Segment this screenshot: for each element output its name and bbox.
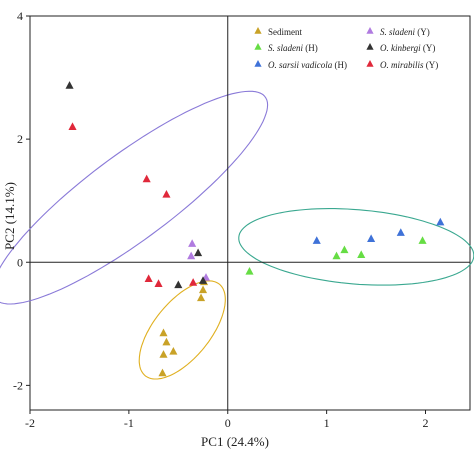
point-series-2 (396, 228, 405, 236)
point-series-5 (154, 279, 163, 287)
point-series-4 (174, 280, 183, 289)
point-series-2 (436, 217, 445, 226)
point-series-0 (158, 368, 167, 377)
point-series-3 (187, 251, 196, 260)
point-series-1 (357, 250, 366, 259)
point-series-5 (189, 278, 198, 286)
legend-marker-0 (254, 27, 262, 34)
legend-label-2: O. sarsii vadicola (H) (268, 60, 347, 70)
point-series-5 (144, 274, 153, 283)
point-series-0 (197, 293, 206, 302)
point-series-0 (159, 350, 168, 358)
legend-marker-5 (366, 60, 374, 67)
legend: Sediment S. sladeni (H) O. sarsii vadicola… (254, 27, 438, 70)
point-series-4 (194, 248, 203, 257)
point-series-1 (340, 245, 349, 254)
legend-label-0: Sediment (268, 27, 302, 37)
legend-marker-2 (254, 60, 262, 67)
x-tick-label: 0 (225, 416, 231, 430)
ellipse-orange-cluster (138, 280, 226, 380)
point-series-3 (188, 239, 197, 247)
plot-frame (29, 15, 471, 411)
x-tick-label: -1 (124, 416, 134, 430)
point-series-5 (68, 122, 77, 130)
point-series-5 (142, 174, 151, 183)
legend-label-1: S. sladeni (H) (268, 43, 318, 53)
point-series-0 (162, 337, 171, 346)
ellipse-purple-cluster (0, 90, 269, 305)
legend-marker-1 (254, 43, 262, 50)
ellipse-teal-cluster (238, 208, 474, 286)
point-series-1 (245, 266, 254, 275)
x-tick-label: 1 (324, 416, 330, 430)
y-tick-label: 4 (17, 9, 23, 23)
x-axis-title: PC1 (24.4%) (201, 434, 269, 449)
point-series-2 (367, 234, 376, 243)
legend-marker-3 (366, 27, 374, 34)
point-series-1 (418, 236, 427, 244)
x-tick-label: -2 (25, 416, 35, 430)
point-series-2 (312, 236, 321, 244)
y-tick-label: 0 (17, 255, 23, 269)
legend-label-4: O. kinbergi (Y) (380, 43, 435, 53)
legend-marker-4 (366, 43, 374, 50)
point-series-4 (65, 81, 74, 89)
point-series-0 (159, 328, 168, 337)
point-series-5 (162, 190, 171, 198)
point-series-0 (169, 347, 178, 355)
data-points (65, 81, 445, 377)
cluster-ellipses (0, 90, 474, 380)
point-series-4 (198, 276, 208, 284)
legend-label-5: O. mirabilis (Y) (380, 60, 438, 70)
y-tick-label: -2 (13, 378, 23, 392)
legend-label-3: S. sladeni (Y) (380, 27, 430, 37)
y-axis-title: PC2 (14.1%) (2, 182, 17, 250)
point-series-1 (332, 251, 341, 260)
x-tick-label: 2 (423, 416, 429, 430)
axis-ticks: -2 -1 0 1 2 -2 0 2 4 (13, 9, 429, 430)
point-series-0 (198, 285, 208, 294)
zero-lines (30, 16, 470, 410)
y-tick-label: 2 (17, 132, 23, 146)
